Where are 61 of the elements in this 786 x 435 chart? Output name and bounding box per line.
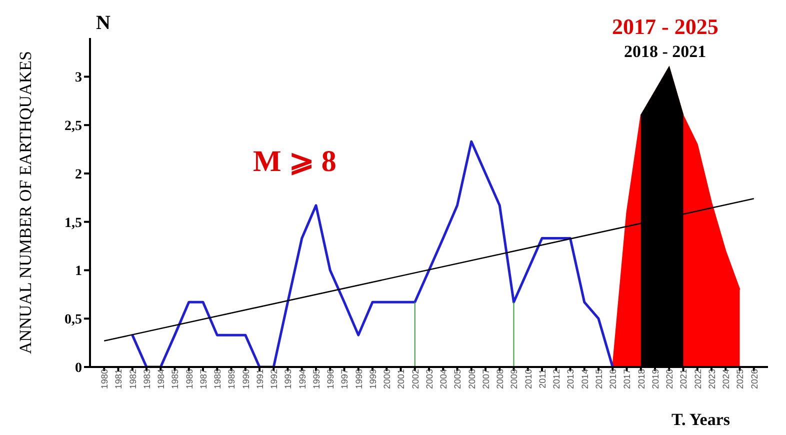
- y-tick-label: 1: [75, 264, 82, 280]
- x-tick-label: 2020: [664, 369, 675, 390]
- x-tick-label: 2019: [650, 369, 660, 390]
- x-tick-label: 1981: [114, 369, 124, 390]
- x-tick-label: 2024: [721, 369, 732, 390]
- x-tick-label: 1999: [368, 369, 378, 390]
- y-axis-title: ANNUAL NUMBER OF EARTHQUAKES: [16, 51, 36, 354]
- x-tick-label: 1986: [184, 369, 194, 390]
- x-tick-label: 1984: [156, 369, 166, 390]
- y-tick-label: 1,5: [64, 216, 82, 231]
- x-tick-label: 2021: [678, 369, 689, 390]
- x-tick-label: 1995: [311, 369, 322, 390]
- y-tick-label: 2,5: [64, 119, 82, 134]
- x-tick-label: 2005: [452, 369, 463, 390]
- x-tick-label: 2002: [410, 369, 420, 390]
- x-tick-label: 2013: [566, 369, 576, 390]
- x-tick-label: 2023: [706, 369, 717, 390]
- x-tick-label: 2017: [622, 369, 632, 390]
- x-tick-label: 2014: [580, 369, 590, 390]
- x-tick-label: 2000: [382, 369, 392, 390]
- x-tick-label: 1980: [100, 369, 110, 390]
- y-tick-label: 0,5: [64, 312, 82, 328]
- annotation: 2017 - 2025: [612, 14, 718, 40]
- annotation: 2018 - 2021: [624, 42, 706, 62]
- x-tick-label: 1993: [283, 369, 294, 390]
- x-tick-label: 1994: [297, 369, 308, 390]
- x-tick-label: 2018: [636, 369, 646, 390]
- x-tick-label: 1988: [212, 369, 223, 390]
- x-tick-label: 1990: [240, 369, 251, 390]
- annotation: M ⩾ 8: [253, 144, 336, 179]
- x-tick-label: 2012: [552, 369, 562, 390]
- x-tick-label: 2001: [396, 369, 406, 390]
- x-tick-label: 2015: [594, 369, 604, 390]
- x-tick-label: 2003: [424, 369, 434, 390]
- x-tick-label: 2009: [509, 369, 520, 390]
- y-tick-label: 0: [75, 360, 82, 376]
- text: N: [96, 12, 110, 35]
- x-tick-label: 1998: [354, 369, 364, 390]
- x-tick-label: 1992: [269, 369, 280, 390]
- x-tick-label: 2006: [466, 369, 477, 390]
- x-tick-label: 1983: [142, 369, 152, 390]
- x-tick-label: 1985: [170, 369, 180, 390]
- x-tick-label: 2007: [480, 369, 491, 390]
- x-tick-label: 1997: [340, 369, 350, 390]
- y-tick-label: 2: [75, 167, 82, 182]
- x-tick-label: 2010: [523, 369, 534, 390]
- x-tick-label: 1982: [128, 369, 138, 390]
- x-tick-label: 2022: [692, 369, 703, 390]
- x-tick-label: 2016: [608, 369, 618, 390]
- x-tick-label: 1996: [326, 369, 336, 390]
- x-tick-label: 1987: [198, 369, 208, 390]
- x-tick-label: 1991: [254, 369, 265, 390]
- x-tick-label: 2011: [537, 369, 548, 388]
- line-series: [131, 140, 614, 367]
- x-tick-label: 2004: [438, 369, 449, 390]
- x-tick-label: 2008: [495, 369, 506, 390]
- y-tick-label: 3: [75, 70, 82, 86]
- x-tick-label: 1989: [226, 369, 237, 390]
- x-axis-title: T. Years: [671, 410, 730, 429]
- x-tick-label: 2026: [749, 369, 760, 390]
- x-tick-label: 2025: [735, 369, 746, 390]
